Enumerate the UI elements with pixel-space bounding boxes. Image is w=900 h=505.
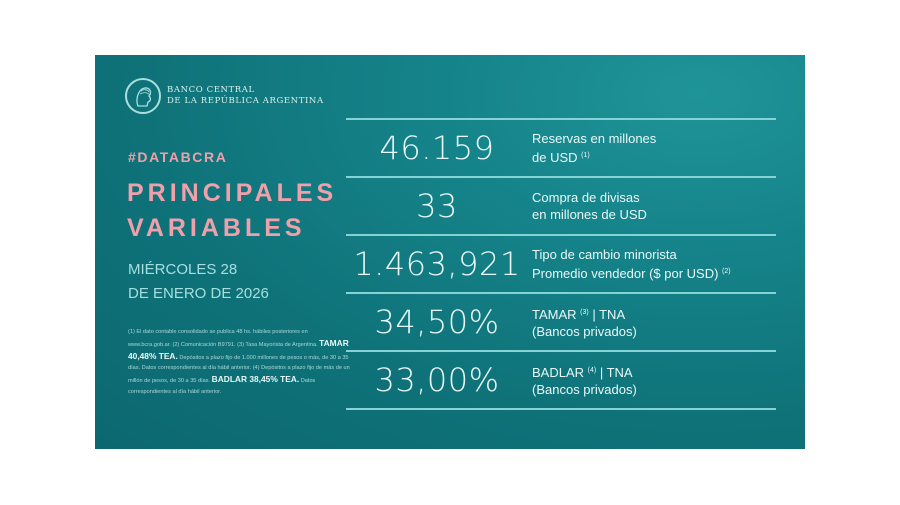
variable-row-compra-divisas: 33 Compra de divisas en millones de USD <box>346 178 776 234</box>
footnote-ref: (1) <box>581 152 590 159</box>
bcra-infographic-card: BANCO CENTRAL DE LA REPÚBLICA ARGENTINA … <box>95 55 805 449</box>
label-line-2: (Bancos privados) <box>532 324 637 339</box>
label-text: de USD <box>532 150 578 165</box>
label-line-1: BADLAR (4) | TNA <box>532 362 637 381</box>
effigy-medallion-icon <box>125 78 161 114</box>
divider <box>346 292 776 294</box>
divider <box>346 176 776 178</box>
label-text: BADLAR <box>532 365 585 380</box>
label-line-1: Compra de divisas <box>532 190 640 205</box>
variable-label: TAMAR (3) | TNA (Bancos privados) <box>528 304 637 340</box>
label-line-2: de USD (1) <box>532 147 656 166</box>
variable-row-tamar: 34,50% TAMAR (3) | TNA (Bancos privados) <box>346 294 776 350</box>
report-date: MIÉRCOLES 28 DE ENERO DE 2026 <box>128 258 269 306</box>
label-text: TAMAR <box>532 307 577 322</box>
variable-label: Tipo de cambio minorista Promedio vended… <box>528 246 731 282</box>
label-line-1: TAMAR (3) | TNA <box>532 304 637 323</box>
divider <box>346 350 776 352</box>
footnote-ref: (3) <box>580 309 589 316</box>
bcra-logo: BANCO CENTRAL DE LA REPÚBLICA ARGENTINA <box>125 78 324 114</box>
variable-row-tipo-cambio: 1.463,921 Tipo de cambio minorista Prome… <box>346 236 776 292</box>
variable-row-badlar: 33,00% BADLAR (4) | TNA (Bancos privados… <box>346 352 776 408</box>
variable-value: 46.159 <box>379 129 495 167</box>
date-line-1: MIÉRCOLES 28 <box>128 261 238 278</box>
variable-label: Reservas en millones de USD (1) <box>528 130 656 166</box>
label-line-2: Promedio vendedor ($ por USD) (2) <box>532 263 731 282</box>
divider <box>346 234 776 236</box>
hashtag: #DATABCRA <box>128 149 228 165</box>
divider <box>346 408 776 410</box>
footnote-badlar-tea: BADLAR 38,45% TEA. <box>211 374 300 385</box>
label-text: | TNA <box>592 307 626 322</box>
label-line-2: (Bancos privados) <box>532 382 637 397</box>
label-text: | TNA <box>599 365 633 380</box>
label-line-1: Tipo de cambio minorista <box>532 247 677 262</box>
variable-value: 1.463,921 <box>353 245 521 283</box>
footnote-ref: (2) <box>722 268 731 275</box>
footnote-ref: (4) <box>587 367 597 374</box>
title-line-1: PRINCIPALES <box>127 179 338 207</box>
label-text: Promedio vendedor ($ por USD) <box>532 266 719 281</box>
divider <box>346 118 776 120</box>
variable-value: 34,50% <box>374 303 500 341</box>
variable-label: BADLAR (4) | TNA (Bancos privados) <box>528 362 637 398</box>
date-line-2: DE ENERO DE 2026 <box>128 285 269 302</box>
brand-line-1: BANCO CENTRAL <box>167 85 255 95</box>
page-title: PRINCIPALES VARIABLES <box>127 176 337 246</box>
footnote-part-3: Datos correspondientes al día hábil ante… <box>128 378 316 395</box>
label-line-1: Reservas en millones <box>532 131 657 146</box>
variable-value: 33 <box>416 187 458 225</box>
variable-value: 33,00% <box>374 361 500 399</box>
variable-row-reservas: 46.159 Reservas en millones de USD (1) <box>346 120 776 176</box>
title-line-2: VARIABLES <box>127 214 306 242</box>
label-line-2: en millones de USD <box>532 207 647 222</box>
footnote-tamar-tea: TAMAR 40,48% TEA. <box>128 337 349 361</box>
variable-label: Compra de divisas en millones de USD <box>528 189 647 223</box>
footnote-part-1: (1) El dato contable consolidado se publ… <box>128 329 318 348</box>
footnotes: (1) El dato contable consolidado se publ… <box>128 327 350 398</box>
variables-table: 46.159 Reservas en millones de USD (1) 3… <box>346 118 776 410</box>
brand-line-2: DE LA REPÚBLICA ARGENTINA <box>167 96 324 106</box>
footnote-part-2: Depósitos a plazo fijo de 1.000 millones… <box>128 354 350 385</box>
